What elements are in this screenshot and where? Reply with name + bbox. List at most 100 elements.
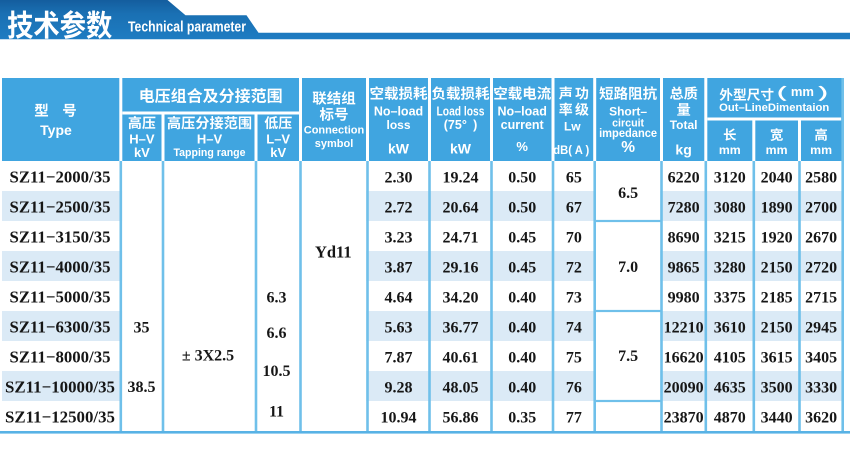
svg-text:3080: 3080 [714, 200, 746, 217]
svg-text:current: current [501, 118, 545, 132]
svg-text:2150: 2150 [761, 320, 793, 337]
svg-text:SZ11−8000/35: SZ11−8000/35 [10, 348, 111, 367]
svg-text:20.64: 20.64 [443, 200, 479, 217]
svg-text:10.5: 10.5 [263, 363, 291, 380]
svg-text:(75° ): (75° ) [444, 118, 477, 132]
svg-text:3500: 3500 [761, 380, 793, 397]
svg-text:9.28: 9.28 [385, 380, 413, 397]
svg-text:SZ11−10000/35: SZ11−10000/35 [5, 378, 115, 397]
svg-text:67: 67 [566, 200, 582, 217]
svg-text:kV: kV [270, 145, 286, 160]
svg-text:2185: 2185 [761, 290, 793, 307]
svg-text:0.40: 0.40 [508, 350, 536, 367]
svg-text:1890: 1890 [761, 200, 793, 217]
svg-text:Total: Total [670, 118, 698, 132]
svg-text:2700: 2700 [805, 200, 837, 217]
svg-text:10.94: 10.94 [381, 410, 417, 427]
svg-text:dB( A ): dB( A ) [553, 145, 589, 157]
svg-text:circuit: circuit [612, 118, 644, 130]
svg-text:Short–: Short– [609, 104, 647, 118]
svg-text:No–load: No–load [374, 104, 423, 118]
svg-text:74: 74 [566, 320, 582, 337]
svg-text:2.30: 2.30 [385, 170, 413, 187]
svg-text:0.50: 0.50 [508, 170, 536, 187]
svg-text:38.5: 38.5 [128, 379, 156, 396]
svg-text:6.5: 6.5 [618, 185, 638, 202]
svg-text:Lw: Lw [564, 120, 581, 134]
svg-text:Load loss: Load loss [437, 104, 485, 118]
svg-text:0.40: 0.40 [508, 290, 536, 307]
svg-text:Yd11: Yd11 [315, 243, 352, 262]
svg-text:9980: 9980 [668, 290, 700, 307]
svg-text:SZ11−12500/35: SZ11−12500/35 [5, 408, 115, 427]
svg-text:Technical parameter: Technical parameter [128, 19, 246, 36]
svg-text:SZ11−2000/35: SZ11−2000/35 [10, 168, 111, 187]
svg-text:2150: 2150 [761, 260, 793, 277]
svg-text:2720: 2720 [805, 260, 837, 277]
svg-text:kg: kg [675, 142, 691, 158]
svg-text:77: 77 [566, 410, 582, 427]
svg-text:9865: 9865 [668, 260, 700, 277]
svg-text:2715: 2715 [805, 290, 837, 307]
svg-text:5.63: 5.63 [385, 320, 413, 337]
svg-text:kW: kW [388, 141, 410, 157]
svg-text:symbol: symbol [315, 138, 354, 150]
svg-text:3405: 3405 [805, 350, 837, 367]
svg-text:2580: 2580 [805, 170, 837, 187]
svg-text:19.24: 19.24 [443, 170, 479, 187]
svg-text:4105: 4105 [714, 350, 746, 367]
svg-text:Connection: Connection [304, 124, 365, 136]
svg-text:73: 73 [566, 290, 582, 307]
svg-text:3440: 3440 [761, 410, 793, 427]
svg-text:12210: 12210 [664, 320, 704, 337]
svg-text:impedance: impedance [599, 128, 657, 140]
svg-text:36.77: 36.77 [443, 320, 479, 337]
svg-text:4.64: 4.64 [385, 290, 413, 307]
svg-text:4870: 4870 [714, 410, 746, 427]
svg-text:mm: mm [766, 143, 788, 157]
svg-text:SZ11−3150/35: SZ11−3150/35 [10, 228, 111, 247]
svg-text:H–V: H–V [129, 132, 155, 147]
svg-text:SZ11−2500/35: SZ11−2500/35 [10, 198, 111, 217]
svg-text:0.50: 0.50 [508, 200, 536, 217]
svg-text:3215: 3215 [714, 230, 746, 247]
svg-text:0.45: 0.45 [508, 230, 536, 247]
svg-text:6.3: 6.3 [267, 290, 287, 307]
svg-text:6.6: 6.6 [267, 325, 287, 342]
svg-text:1920: 1920 [761, 230, 793, 247]
svg-text:%: % [621, 139, 635, 156]
svg-text:3615: 3615 [761, 350, 793, 367]
svg-text:3.23: 3.23 [385, 230, 413, 247]
svg-text:56.86: 56.86 [443, 410, 479, 427]
svg-text:SZ11−5000/35: SZ11−5000/35 [10, 288, 111, 307]
svg-text:34.20: 34.20 [443, 290, 479, 307]
svg-text:mm: mm [791, 84, 814, 99]
svg-text:7.87: 7.87 [385, 350, 413, 367]
svg-text:kV: kV [134, 145, 150, 160]
svg-text:16620: 16620 [664, 350, 704, 367]
svg-text:48.05: 48.05 [443, 380, 479, 397]
svg-text:76: 76 [566, 380, 582, 397]
svg-text:%: % [516, 139, 528, 154]
svg-text:72: 72 [566, 260, 582, 277]
svg-text:mm: mm [810, 143, 832, 157]
svg-text:No–load: No–load [498, 104, 547, 118]
svg-text:3375: 3375 [714, 290, 746, 307]
svg-text:3280: 3280 [714, 260, 746, 277]
svg-text:mm: mm [719, 143, 741, 157]
svg-text:0.40: 0.40 [508, 320, 536, 337]
svg-text:H–V: H–V [197, 132, 223, 147]
svg-text:3120: 3120 [714, 170, 746, 187]
svg-text:Type: Type [40, 122, 72, 138]
svg-text:SZ11−6300/35: SZ11−6300/35 [10, 318, 111, 337]
svg-text:3610: 3610 [714, 320, 746, 337]
svg-text:7.0: 7.0 [618, 259, 638, 276]
svg-text:35: 35 [134, 320, 150, 337]
svg-text:20090: 20090 [664, 380, 704, 397]
svg-text:7280: 7280 [668, 200, 700, 217]
svg-text:2040: 2040 [761, 170, 793, 187]
svg-text:3330: 3330 [805, 380, 837, 397]
svg-text:70: 70 [566, 230, 582, 247]
svg-text:3.87: 3.87 [385, 260, 413, 277]
svg-text:4635: 4635 [714, 380, 746, 397]
